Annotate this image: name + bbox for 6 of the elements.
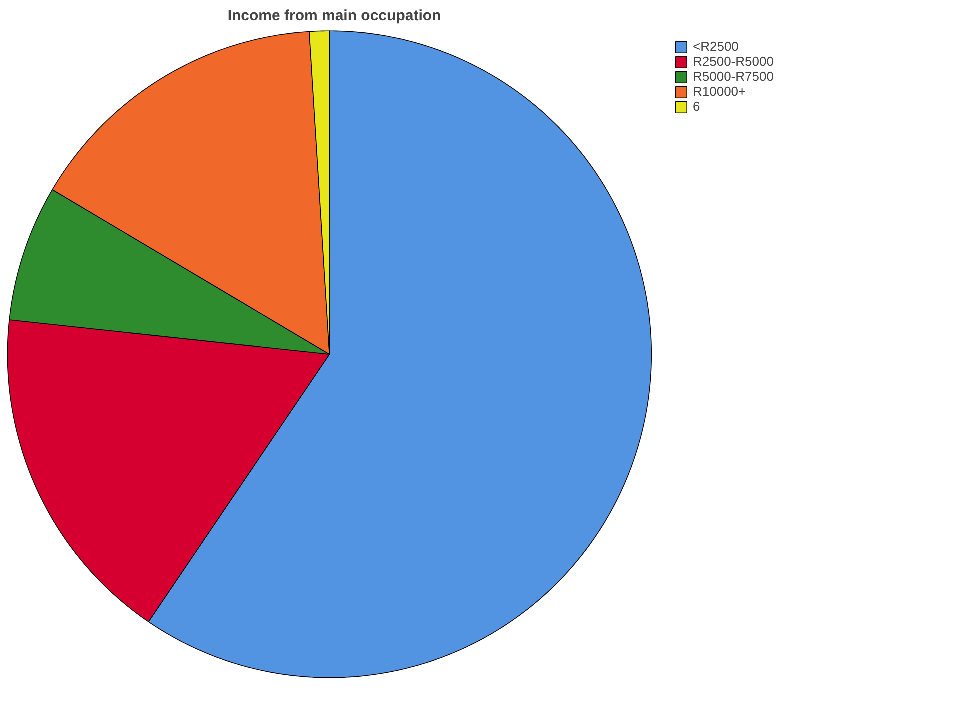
legend-label: 6 [693, 99, 702, 114]
chart-title: Income from main occupation [228, 8, 442, 24]
legend-label: <R2500 [693, 39, 739, 54]
legend-label: R2500-R5000 [693, 54, 774, 69]
legend-label: R10000+ [693, 84, 746, 99]
legend-label: R5000-R7500 [693, 69, 774, 84]
